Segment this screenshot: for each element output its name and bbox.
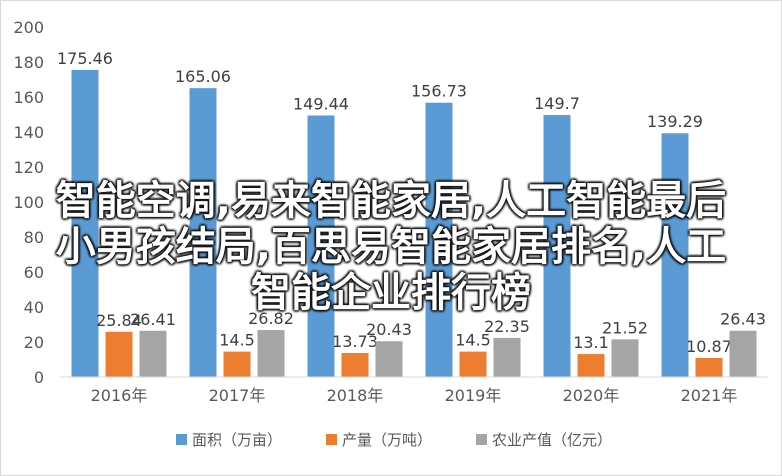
bar bbox=[257, 330, 285, 377]
y-tick-label: 120 bbox=[13, 158, 44, 177]
bar bbox=[661, 133, 689, 377]
data-label: 22.35 bbox=[484, 317, 530, 336]
x-tick-label: 2018年 bbox=[327, 386, 384, 405]
data-label: 149.44 bbox=[293, 94, 349, 113]
bar bbox=[695, 357, 723, 377]
y-tick-label: 100 bbox=[13, 193, 44, 212]
y-tick-label: 140 bbox=[13, 123, 44, 142]
y-tick-label: 180 bbox=[13, 53, 44, 72]
overlay-line-3: 智能企业排行榜 bbox=[251, 270, 531, 316]
legend-label: 产量（万吨） bbox=[342, 431, 432, 449]
legend-label: 农业产值（亿元） bbox=[492, 431, 612, 449]
bar bbox=[543, 115, 571, 378]
watermark-overlay-text: 智能空调,易来智能家居,人工智能最后 小男孩结局,百思易智能家居排名,人工 智能… bbox=[0, 178, 782, 316]
data-label: 26.43 bbox=[720, 310, 766, 329]
y-tick-label: 40 bbox=[24, 298, 44, 317]
y-tick-label: 60 bbox=[24, 263, 44, 282]
data-label: 14.5 bbox=[219, 331, 255, 350]
bar bbox=[375, 341, 403, 377]
data-label: 156.73 bbox=[411, 82, 467, 101]
legend-swatch bbox=[326, 434, 337, 445]
data-label: 165.06 bbox=[175, 67, 231, 86]
bar bbox=[223, 351, 251, 377]
data-label: 20.43 bbox=[366, 320, 412, 339]
bar bbox=[71, 69, 99, 377]
bar bbox=[189, 88, 217, 378]
x-tick-label: 2020年 bbox=[563, 386, 620, 405]
legend-swatch bbox=[176, 434, 187, 445]
data-label: 13.73 bbox=[332, 332, 378, 351]
data-label: 139.29 bbox=[647, 112, 703, 131]
y-tick-label: 20 bbox=[24, 333, 44, 352]
y-tick-label: 0 bbox=[34, 368, 44, 387]
bar bbox=[459, 351, 487, 377]
y-tick-label: 200 bbox=[13, 18, 44, 37]
y-tick-label: 80 bbox=[24, 228, 44, 247]
data-label: 10.87 bbox=[686, 337, 732, 356]
bar bbox=[577, 354, 605, 377]
data-label: 26.82 bbox=[248, 309, 294, 328]
data-label: 175.46 bbox=[57, 49, 113, 68]
bar bbox=[341, 352, 369, 377]
data-label: 26.41 bbox=[130, 310, 176, 329]
bar bbox=[105, 331, 133, 377]
overlay-line-2: 小男孩结局,百思易智能家居排名,人工 bbox=[55, 224, 727, 270]
data-label: 25.84 bbox=[96, 311, 142, 330]
y-tick-label: 160 bbox=[13, 88, 44, 107]
bar bbox=[139, 330, 167, 377]
data-label: 149.7 bbox=[534, 94, 580, 113]
legend-swatch bbox=[476, 434, 487, 445]
bar bbox=[611, 339, 639, 377]
bar bbox=[425, 102, 453, 377]
bar bbox=[729, 330, 757, 377]
data-label: 21.52 bbox=[602, 318, 648, 337]
x-tick-label: 2021年 bbox=[681, 386, 738, 405]
bar bbox=[307, 115, 335, 377]
data-label: 14.5 bbox=[455, 331, 491, 350]
x-tick-label: 2019年 bbox=[445, 386, 502, 405]
legend-label: 面积（万亩） bbox=[192, 431, 282, 449]
bar bbox=[493, 337, 521, 377]
overlay-line-1: 智能空调,易来智能家居,人工智能最后 bbox=[55, 178, 727, 224]
x-tick-label: 2016年 bbox=[91, 386, 148, 405]
x-tick-label: 2017年 bbox=[209, 386, 266, 405]
data-label: 13.1 bbox=[573, 333, 609, 352]
